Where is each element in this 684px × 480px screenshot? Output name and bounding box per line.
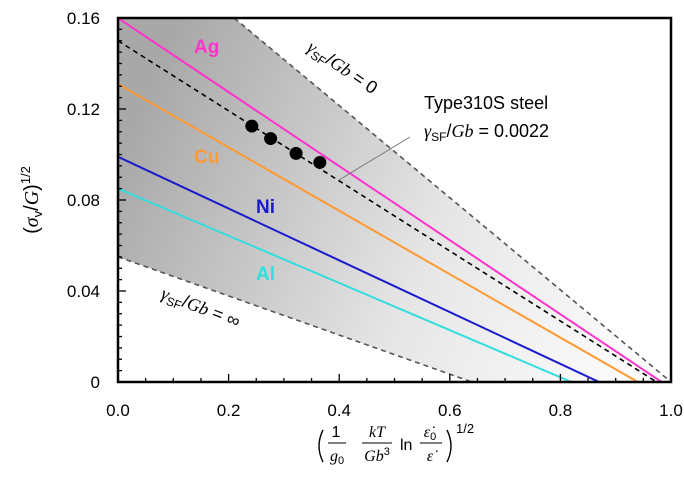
data-point-0	[245, 119, 259, 133]
y-axis-label: (σv/G)1/2	[18, 166, 45, 234]
svg-text:Gb3: Gb3	[364, 446, 390, 465]
y-tick-label: 0.12	[67, 100, 100, 119]
data-point-2	[289, 146, 303, 160]
series-label-al: Al	[256, 264, 275, 285]
series-label-ni: Ni	[256, 197, 275, 218]
x-axis-label: 1 g0 kT Gb3 ln ε̇0 ε̇ 1/2	[318, 421, 474, 467]
svg-text:1: 1	[332, 424, 341, 441]
series-line-al	[118, 187, 572, 382]
y-tick-label: 0	[91, 373, 100, 392]
x-tick-label: 0.2	[217, 401, 241, 420]
svg-text:1/2: 1/2	[456, 421, 474, 436]
series-label-cu: Cu	[194, 147, 219, 168]
data-point-3	[313, 155, 327, 169]
x-tick-label: 0.6	[438, 401, 462, 420]
x-tick-label: 0.4	[327, 401, 351, 420]
data-point-1	[264, 132, 278, 146]
y-tick-label: 0.04	[67, 282, 100, 301]
y-tick-label: 0.16	[67, 9, 100, 28]
series-line-ag	[118, 18, 663, 382]
annotation-steel-name: Type310S steel	[424, 93, 548, 113]
svg-text:ε̇0: ε̇0	[424, 424, 436, 443]
x-tick-label: 1.0	[659, 401, 683, 420]
annotation-steel-value: γSF/Gb = 0.0022	[424, 121, 549, 144]
dashed-line-5	[233, 18, 671, 382]
x-tick-label: 0.0	[106, 401, 130, 420]
series-line-cu	[118, 83, 639, 382]
svg-text:kT: kT	[369, 424, 386, 441]
svg-text:ε̇: ε̇	[427, 448, 438, 465]
series-label-ag: Ag	[194, 37, 219, 58]
annotation-leader-line	[338, 136, 411, 181]
shaded-region	[118, 18, 671, 382]
svg-text:g0: g0	[330, 448, 344, 467]
x-tick-label: 0.8	[549, 401, 573, 420]
series-line-ni	[118, 155, 600, 382]
dashed-line-4	[118, 40, 658, 382]
y-tick-label: 0.08	[67, 191, 100, 210]
svg-text:ln: ln	[400, 437, 412, 454]
